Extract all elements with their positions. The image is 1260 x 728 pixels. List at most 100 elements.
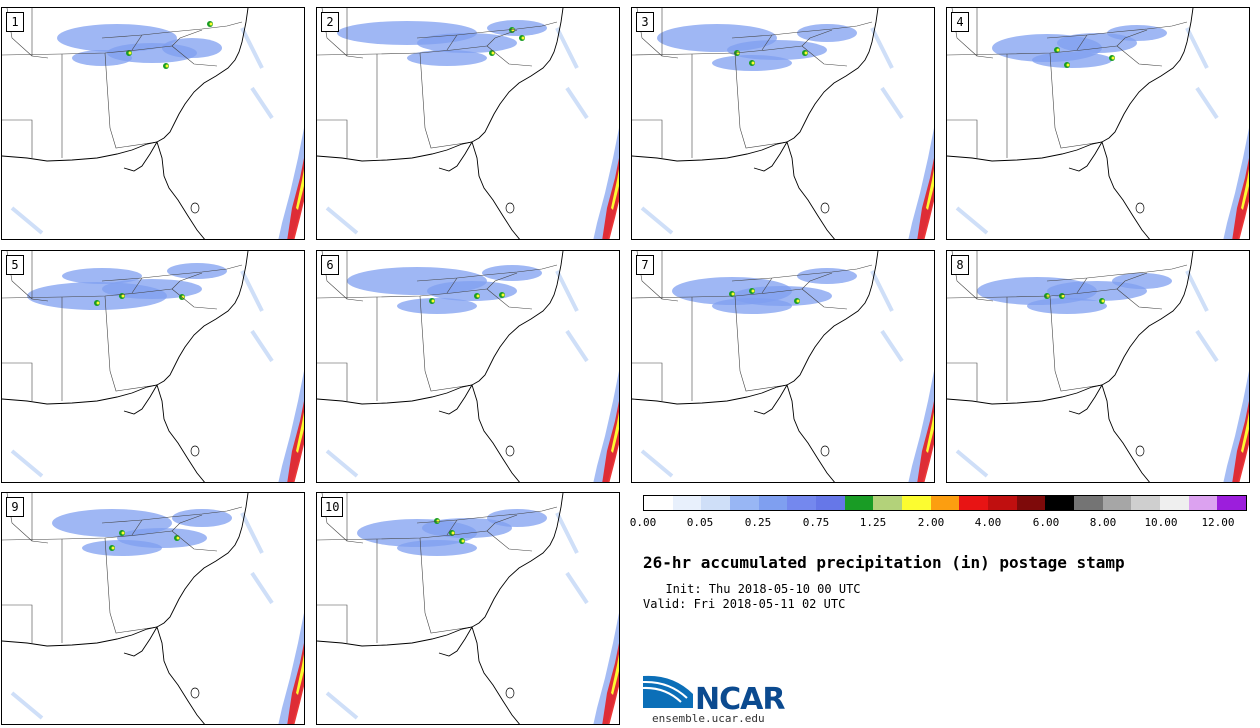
state-border xyxy=(419,537,473,634)
state-border xyxy=(446,277,458,294)
offshore-max-precip xyxy=(296,654,304,695)
state-border xyxy=(1049,295,1103,392)
heavy-precip-core xyxy=(96,301,100,305)
logo-url: ensemble.ucar.edu xyxy=(652,712,765,725)
colorbar-swatch xyxy=(844,496,874,510)
heavy-precip-core xyxy=(461,539,465,543)
coastline xyxy=(438,141,520,239)
heavy-precip-core xyxy=(165,64,169,68)
offshore-heavy-precip xyxy=(917,158,934,239)
offshore-heavy-precip xyxy=(1232,401,1249,482)
init-time: Init: Thu 2018-05-10 00 UTC xyxy=(651,582,861,596)
state-border xyxy=(131,277,143,294)
heavy-precip-core xyxy=(1066,63,1070,67)
state-border xyxy=(317,530,488,541)
lake-okeechobee xyxy=(190,202,200,214)
member-map xyxy=(632,8,934,239)
precip-area xyxy=(167,263,227,279)
state-border xyxy=(761,34,773,51)
lake-okeechobee xyxy=(190,445,200,457)
state-border xyxy=(104,52,158,149)
coastline xyxy=(317,493,564,647)
state-border xyxy=(171,272,203,290)
member-number: 4 xyxy=(951,12,969,32)
precip-area xyxy=(172,509,232,527)
ensemble-member-panel: 2 xyxy=(316,7,620,240)
member-number: 3 xyxy=(636,12,654,32)
state-border xyxy=(486,272,518,290)
precip-area xyxy=(1107,25,1167,41)
precip-area xyxy=(487,509,547,527)
member-map xyxy=(317,493,619,724)
state-border xyxy=(317,45,488,56)
state-border xyxy=(31,493,49,544)
state-border xyxy=(486,514,518,532)
state-border xyxy=(104,295,158,392)
state-border xyxy=(131,34,143,51)
lake-okeechobee xyxy=(190,687,200,699)
heavy-precip-core xyxy=(1111,56,1115,60)
ensemble-member-panel: 1 xyxy=(1,7,305,240)
member-map xyxy=(317,8,619,239)
colorbar-swatch xyxy=(1188,496,1218,510)
heavy-precip-core xyxy=(796,299,800,303)
colorbar-tick-label: 1.25 xyxy=(859,516,887,529)
state-border xyxy=(486,288,533,310)
heavy-precip-core xyxy=(451,531,455,535)
precip-area xyxy=(1112,273,1172,289)
member-map xyxy=(632,251,934,482)
offshore-heavy-precip xyxy=(287,401,304,482)
heavy-precip-core xyxy=(476,294,480,298)
ensemble-member-panel: 7 xyxy=(631,250,935,483)
state-border xyxy=(1116,29,1148,47)
offshore-heavy-precip xyxy=(602,401,619,482)
colorbar-swatch xyxy=(988,496,1017,510)
precip-area xyxy=(62,268,142,284)
heavy-precip-core xyxy=(431,299,435,303)
light-precip xyxy=(325,512,589,720)
heavy-precip-core xyxy=(501,293,505,297)
lake-okeechobee xyxy=(820,445,830,457)
state-border xyxy=(446,519,458,536)
state-border xyxy=(171,514,203,532)
state-border xyxy=(801,29,833,47)
coastline xyxy=(317,251,564,405)
member-number: 7 xyxy=(636,255,654,275)
member-map xyxy=(947,251,1249,482)
colorbar-swatch xyxy=(730,496,759,510)
state-border xyxy=(171,530,218,552)
member-map xyxy=(2,493,304,724)
precip-area xyxy=(417,33,517,53)
coastline xyxy=(2,8,249,162)
offshore-heavy-precip xyxy=(602,158,619,239)
offshore-heavy-precip xyxy=(287,158,304,239)
lake-okeechobee xyxy=(505,687,515,699)
coastline xyxy=(123,141,205,239)
offshore-heavy-precip xyxy=(1232,158,1249,239)
precip-area xyxy=(397,298,477,314)
coastline xyxy=(438,384,520,482)
offshore-max-precip xyxy=(926,412,934,453)
lake-okeechobee xyxy=(1135,445,1145,457)
state-border xyxy=(101,21,243,39)
colorbar-swatch xyxy=(672,496,702,510)
colorbar-swatch xyxy=(1131,496,1161,510)
member-map xyxy=(2,251,304,482)
coastline xyxy=(2,251,249,405)
offshore-max-precip xyxy=(1241,169,1249,210)
precipitation-colorbar xyxy=(643,495,1247,511)
offshore-heavy-precip xyxy=(602,643,619,724)
state-border xyxy=(419,295,473,392)
heavy-precip-core xyxy=(1056,48,1060,52)
state-border xyxy=(416,264,558,282)
state-border xyxy=(632,119,663,158)
colorbar-tick-label: 0.75 xyxy=(802,516,830,529)
coastline xyxy=(1068,384,1150,482)
offshore-max-precip xyxy=(1241,412,1249,453)
state-border xyxy=(1076,277,1088,294)
member-map xyxy=(947,8,1249,239)
ensemble-member-panel: 9 xyxy=(1,492,305,725)
state-border xyxy=(947,119,978,158)
offshore-max-precip xyxy=(296,169,304,210)
state-border xyxy=(632,362,663,401)
